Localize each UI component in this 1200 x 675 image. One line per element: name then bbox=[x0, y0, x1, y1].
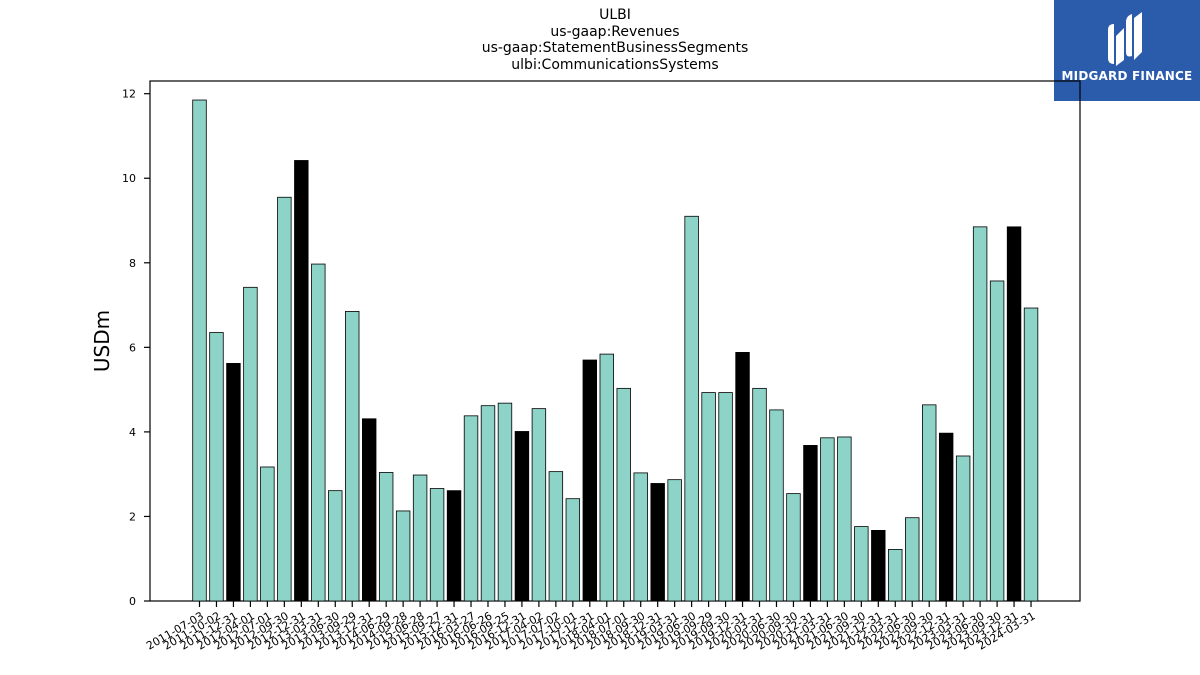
y-tick-label: 4 bbox=[129, 426, 136, 439]
bar bbox=[395, 510, 411, 602]
midgard-logo-icon bbox=[1108, 12, 1142, 66]
bar bbox=[243, 286, 258, 602]
bar bbox=[854, 526, 869, 602]
bar bbox=[837, 436, 852, 602]
bar bbox=[277, 196, 292, 602]
brand-name: MIDGARD FINANCE bbox=[1061, 69, 1193, 83]
y-tick-label: 12 bbox=[122, 88, 136, 101]
bar bbox=[972, 226, 988, 602]
bar bbox=[667, 479, 682, 602]
bar bbox=[989, 280, 1005, 602]
bar bbox=[260, 466, 275, 602]
bar bbox=[752, 387, 767, 602]
bar bbox=[361, 418, 377, 602]
bar bbox=[888, 549, 903, 602]
bar bbox=[328, 490, 343, 602]
bar bbox=[633, 472, 648, 602]
chart-title: ULBI us-gaap:Revenues us-gaap:StatementB… bbox=[365, 7, 865, 73]
bar bbox=[735, 352, 750, 602]
bar bbox=[345, 311, 360, 602]
bar bbox=[616, 387, 631, 602]
bar bbox=[209, 332, 224, 602]
bar bbox=[446, 490, 462, 602]
brand-logo: MIDGARD FINANCE bbox=[1054, 0, 1200, 101]
bars-group bbox=[192, 99, 1039, 602]
chart-title-line: ULBI bbox=[599, 7, 631, 23]
bar bbox=[531, 408, 547, 602]
y-axis: 0 2 4 6 8 10 12 bbox=[122, 88, 150, 608]
bar bbox=[1023, 307, 1039, 602]
y-tick-label: 6 bbox=[129, 341, 136, 354]
bar bbox=[463, 415, 479, 602]
bar bbox=[922, 404, 937, 602]
x-axis: 2011-07-032011-10-022011-12-312012-04-01… bbox=[144, 601, 1038, 653]
bar bbox=[871, 530, 886, 602]
chart-title-line: us-gaap:StatementBusinessSegments bbox=[481, 40, 749, 56]
bar bbox=[294, 160, 309, 602]
bar bbox=[599, 353, 614, 602]
bar bbox=[311, 263, 326, 602]
chart-title-line: ulbi:CommunicationsSystems bbox=[511, 56, 719, 73]
bar bbox=[378, 472, 394, 602]
bar bbox=[769, 409, 784, 602]
bar bbox=[955, 455, 971, 602]
y-axis-label: USDm bbox=[90, 310, 114, 372]
bar bbox=[938, 432, 954, 602]
y-tick-label: 2 bbox=[129, 510, 136, 523]
plot-area-frame bbox=[149, 80, 1081, 602]
bar bbox=[803, 445, 818, 602]
bar bbox=[226, 363, 241, 602]
bar bbox=[701, 392, 716, 602]
bar bbox=[718, 392, 733, 602]
bar bbox=[514, 431, 530, 602]
bar bbox=[1006, 226, 1022, 602]
bar bbox=[684, 215, 699, 602]
bar bbox=[786, 493, 801, 602]
bar bbox=[548, 471, 564, 602]
bar bbox=[480, 405, 496, 602]
bar bbox=[497, 402, 513, 602]
y-tick-label: 0 bbox=[129, 595, 136, 608]
y-tick-label: 10 bbox=[122, 172, 136, 185]
chart-title-line: us-gaap:Revenues bbox=[550, 23, 680, 40]
bar bbox=[820, 437, 835, 602]
bar bbox=[905, 517, 920, 602]
bar bbox=[650, 483, 665, 602]
bar bbox=[582, 359, 598, 602]
bar bbox=[412, 474, 428, 602]
bar bbox=[429, 488, 445, 602]
y-tick-label: 8 bbox=[129, 257, 136, 270]
bar bbox=[565, 498, 581, 602]
bar bbox=[192, 99, 207, 602]
